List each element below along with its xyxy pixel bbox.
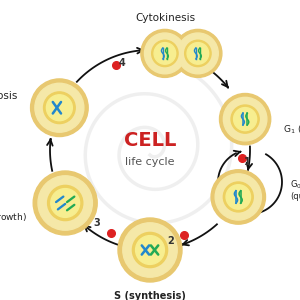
Circle shape <box>35 83 84 132</box>
Text: life cycle: life cycle <box>125 157 175 167</box>
Circle shape <box>220 94 271 145</box>
Text: 2: 2 <box>167 236 174 246</box>
Circle shape <box>211 170 266 224</box>
Circle shape <box>123 223 177 277</box>
Text: 3: 3 <box>94 218 100 228</box>
Circle shape <box>187 43 209 64</box>
Circle shape <box>154 43 176 64</box>
Text: G$_2$ (growth): G$_2$ (growth) <box>0 212 27 224</box>
Circle shape <box>145 33 185 74</box>
Circle shape <box>31 79 88 136</box>
Circle shape <box>226 185 250 209</box>
Text: S (synthesis): S (synthesis) <box>114 291 186 300</box>
Text: Cytokinesis: Cytokinesis <box>135 13 195 23</box>
Text: Mitosis: Mitosis <box>0 91 17 101</box>
Circle shape <box>44 92 75 124</box>
Circle shape <box>48 185 83 220</box>
Text: CELL: CELL <box>124 130 176 149</box>
Circle shape <box>118 218 182 282</box>
Circle shape <box>38 176 92 230</box>
Text: G$_0$
(quiescence): G$_0$ (quiescence) <box>290 178 300 202</box>
Circle shape <box>174 29 222 77</box>
Text: 1: 1 <box>244 157 251 167</box>
Circle shape <box>185 40 211 67</box>
Circle shape <box>215 174 261 220</box>
Circle shape <box>223 182 253 212</box>
Circle shape <box>46 95 72 121</box>
Circle shape <box>33 171 97 235</box>
Circle shape <box>132 232 168 268</box>
Text: G$_1$ (growth): G$_1$ (growth) <box>283 123 300 136</box>
Circle shape <box>234 108 256 130</box>
Circle shape <box>51 189 80 217</box>
Circle shape <box>136 236 164 264</box>
Circle shape <box>223 97 267 141</box>
Circle shape <box>178 33 218 74</box>
Circle shape <box>231 105 259 133</box>
Circle shape <box>141 29 189 77</box>
Text: 4: 4 <box>118 58 125 68</box>
Circle shape <box>152 40 178 67</box>
